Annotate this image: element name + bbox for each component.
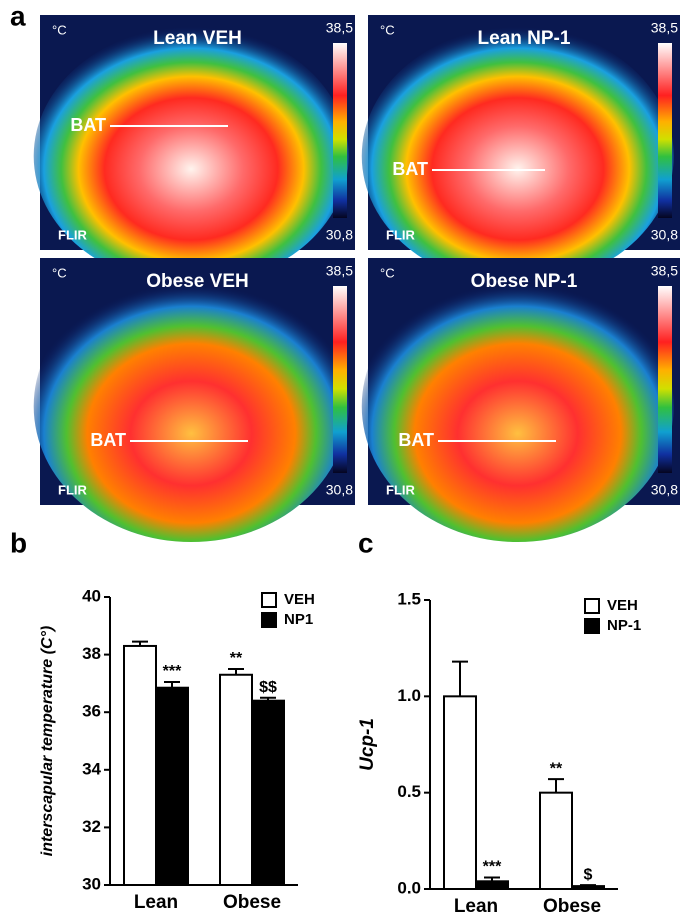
error-bar xyxy=(484,876,500,882)
panel-label: c xyxy=(358,527,374,558)
scale-max: 38,5 xyxy=(326,263,353,279)
legend-swatch xyxy=(584,598,600,614)
heat-region xyxy=(361,26,674,286)
brand-logo: FLIR xyxy=(386,482,415,497)
scale-min: 30,8 xyxy=(326,482,353,498)
y-tick-label: 38 xyxy=(82,644,101,663)
x-tick-label: Lean xyxy=(134,892,178,913)
legend-swatch xyxy=(261,612,277,628)
color-scale xyxy=(658,286,672,473)
scale-max: 38,5 xyxy=(651,263,678,279)
brand-logo: FLIR xyxy=(58,227,87,242)
bar xyxy=(123,644,157,887)
bar xyxy=(251,699,285,886)
unit-label: °C xyxy=(52,265,67,280)
significance-label: ** xyxy=(230,650,243,667)
bar xyxy=(443,695,477,890)
heat-region xyxy=(361,270,674,543)
heat-region xyxy=(33,26,349,286)
region-label: BAT xyxy=(70,115,106,135)
image-title: Lean NP-1 xyxy=(478,28,571,49)
y-tick-label: 30 xyxy=(82,874,101,893)
scale-min: 30,8 xyxy=(651,482,678,498)
panel-label: a xyxy=(10,0,26,31)
y-tick-label: 0.5 xyxy=(397,782,421,801)
legend-label: NP-1 xyxy=(607,617,641,634)
image-title: Obese NP-1 xyxy=(471,271,578,292)
bar xyxy=(155,686,189,886)
y-tick-label: 0.0 xyxy=(397,878,421,897)
error-bar xyxy=(260,696,276,701)
error-bar xyxy=(228,668,244,675)
legend-label: NP1 xyxy=(284,611,313,628)
y-tick-label: 34 xyxy=(82,759,101,778)
bar xyxy=(539,791,573,891)
unit-label: °C xyxy=(52,22,67,37)
image-title: Lean VEH xyxy=(153,28,242,49)
bar xyxy=(475,880,509,891)
bar xyxy=(571,885,605,890)
significance-label: $ xyxy=(584,866,593,883)
region-label: BAT xyxy=(90,430,126,450)
significance-label: *** xyxy=(483,859,502,876)
color-scale xyxy=(333,286,347,473)
color-scale xyxy=(333,43,347,218)
legend-label: VEH xyxy=(607,597,638,614)
heat-region xyxy=(33,270,349,543)
y-axis-label: interscapular temperature (C°) xyxy=(39,626,56,856)
legend-swatch xyxy=(584,618,600,634)
scale-max: 38,5 xyxy=(651,20,678,36)
error-bar xyxy=(132,640,148,646)
y-tick-label: 40 xyxy=(82,586,101,605)
legend-swatch xyxy=(261,592,277,608)
significance-label: $$ xyxy=(259,679,277,696)
y-tick-label: 32 xyxy=(82,817,101,836)
unit-label: °C xyxy=(380,265,395,280)
bar xyxy=(219,673,253,887)
error-bar xyxy=(580,884,596,887)
significance-label: ** xyxy=(550,760,563,777)
scale-min: 30,8 xyxy=(651,227,678,243)
y-axis-label: Ucp-1 xyxy=(357,718,378,771)
error-bar xyxy=(452,660,468,697)
panel-label: b xyxy=(10,527,27,558)
legend-label: VEH xyxy=(284,591,315,608)
image-title: Obese VEH xyxy=(146,271,248,292)
brand-logo: FLIR xyxy=(386,227,415,242)
error-bar xyxy=(548,778,564,793)
x-tick-label: Obese xyxy=(223,892,281,913)
x-tick-label: Lean xyxy=(454,896,498,917)
region-label: BAT xyxy=(392,159,428,179)
scale-min: 30,8 xyxy=(326,227,353,243)
error-bar xyxy=(164,680,180,688)
region-label: BAT xyxy=(398,430,434,450)
y-tick-label: 36 xyxy=(82,702,101,721)
brand-logo: FLIR xyxy=(58,482,87,497)
y-tick-label: 1.0 xyxy=(397,686,421,705)
significance-label: *** xyxy=(163,663,182,680)
unit-label: °C xyxy=(380,22,395,37)
color-scale xyxy=(658,43,672,218)
y-tick-label: 1.5 xyxy=(397,589,421,608)
scale-max: 38,5 xyxy=(326,20,353,36)
x-tick-label: Obese xyxy=(543,896,601,917)
